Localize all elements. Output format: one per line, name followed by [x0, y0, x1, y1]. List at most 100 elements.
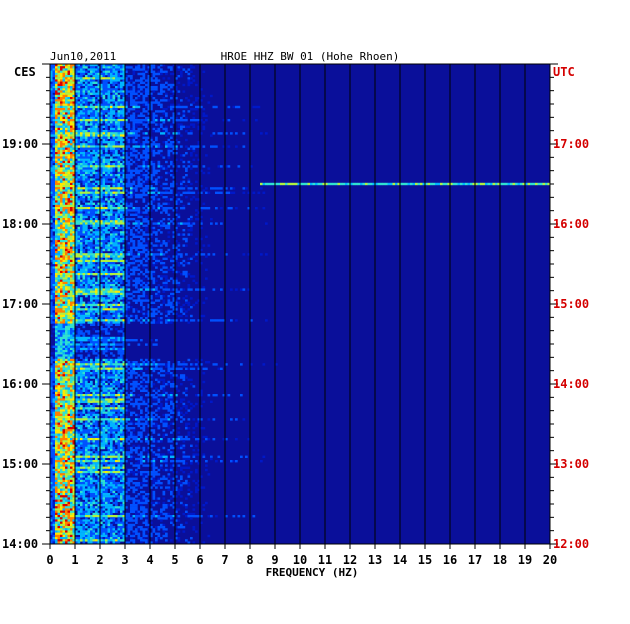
spectrogram-cell — [135, 149, 138, 153]
spectrogram-cell — [85, 215, 88, 219]
spectrogram-cell — [72, 101, 76, 104]
spectrogram-cell — [112, 248, 116, 252]
spectrogram-cell — [145, 244, 148, 247]
spectrogram-cell — [80, 189, 83, 192]
spectrogram-cell — [52, 90, 56, 93]
spectrogram-cell — [105, 180, 108, 183]
spectrogram-cell — [207, 167, 211, 170]
spectrogram-cell — [185, 244, 188, 247]
spectrogram-cell — [125, 218, 128, 221]
spectrogram-cell — [135, 299, 138, 302]
spectrogram-cell — [210, 218, 213, 221]
spectrogram-cell — [150, 301, 153, 304]
spectrogram-cell — [57, 88, 61, 91]
spectrogram-cell — [247, 191, 251, 194]
spectrogram-cell — [80, 143, 83, 146]
spectrogram-cell — [70, 299, 73, 302]
spectrogram-cell — [97, 308, 101, 311]
spectrogram-cell — [175, 259, 178, 263]
spectrogram-cell — [107, 189, 111, 192]
spectrogram-cell — [80, 244, 83, 247]
spectrogram-cell — [55, 198, 58, 201]
spectrogram-cell — [75, 220, 78, 223]
spectrogram-cell — [112, 174, 116, 177]
spectrogram-cell — [162, 240, 166, 243]
spectrogram-cell — [127, 143, 131, 146]
spectrogram-cell — [60, 125, 63, 128]
spectrogram-cell — [95, 226, 98, 230]
spectrogram-cell — [110, 182, 113, 186]
spectrogram-cell — [82, 231, 86, 234]
spectrogram-cell — [112, 189, 116, 192]
spectrogram-cell — [122, 99, 126, 102]
spectrogram-cell — [72, 108, 76, 111]
spectrogram-cell — [140, 215, 143, 219]
spectrogram-cell — [65, 286, 68, 289]
spectrogram-cell — [57, 145, 61, 148]
spectrogram-cell — [125, 101, 128, 104]
spectrogram-cell — [60, 171, 63, 175]
spectrogram-cell — [120, 103, 123, 106]
spectrogram-cell — [77, 77, 81, 80]
spectrogram-cell — [80, 308, 83, 311]
spectrogram-cell — [52, 86, 56, 89]
spectrogram-cell — [175, 88, 178, 91]
spectrogram-cell — [145, 163, 148, 166]
spectrogram-cell — [60, 81, 63, 84]
spectrogram-cell — [317, 182, 321, 186]
spectrogram-cell — [77, 156, 81, 159]
spectrogram-cell — [132, 266, 136, 269]
spectrogram-cell — [145, 88, 148, 91]
spectrogram-cell — [97, 112, 101, 115]
spectrogram-cell — [142, 224, 146, 227]
spectrogram-cell — [67, 127, 71, 131]
spectrogram-cell — [122, 116, 126, 120]
spectrogram-cell — [50, 259, 53, 263]
spectrogram-cell — [225, 165, 228, 168]
spectrogram-cell — [132, 99, 136, 102]
spectrogram-cell — [110, 176, 113, 179]
spectrogram-cell — [117, 196, 121, 199]
spectrogram-cell — [67, 125, 71, 128]
spectrogram-cell — [90, 167, 93, 170]
spectrogram-cell — [77, 158, 81, 161]
spectrogram-cell — [532, 182, 536, 186]
spectrogram-cell — [122, 275, 126, 278]
spectrogram-cell — [512, 182, 516, 186]
spectrogram-cell — [72, 321, 76, 324]
spectrogram-cell — [60, 286, 63, 289]
spectrogram-cell — [105, 308, 108, 311]
spectrogram-cell — [135, 132, 138, 135]
spectrogram-cell — [92, 255, 96, 258]
spectrogram-cell — [97, 165, 101, 168]
spectrogram-cell — [107, 279, 111, 282]
spectrogram-cell — [82, 290, 86, 293]
spectrogram-cell — [62, 270, 66, 274]
spectrogram-cell — [55, 231, 58, 234]
spectrogram-cell — [135, 229, 138, 232]
spectrogram-cell — [92, 68, 96, 71]
spectrogram-cell — [62, 169, 66, 172]
spectrogram-cell — [57, 215, 61, 219]
spectrogram-cell — [165, 182, 168, 186]
spectrogram-cell — [102, 319, 106, 322]
spectrogram-cell — [330, 182, 333, 186]
spectrogram-cell — [137, 114, 141, 117]
spectrogram-cell — [180, 182, 183, 186]
spectrogram-cell — [92, 125, 96, 128]
spectrogram-cell — [55, 160, 58, 164]
spectrogram-cell — [82, 248, 86, 252]
spectrogram-cell — [95, 189, 98, 192]
spectrogram-cell — [187, 178, 191, 181]
spectrogram-cell — [55, 273, 58, 276]
spectrogram-cell — [80, 226, 83, 230]
spectrogram-cell — [60, 306, 63, 309]
spectrogram-cell — [107, 200, 111, 203]
spectrogram-cell — [70, 275, 73, 278]
spectrogram-cell — [55, 202, 58, 205]
spectrogram-cell — [175, 152, 178, 155]
spectrogram-cell — [122, 182, 126, 186]
spectrogram-cell — [75, 242, 78, 245]
spectrogram-cell — [170, 169, 173, 172]
spectrogram-cell — [95, 303, 98, 307]
